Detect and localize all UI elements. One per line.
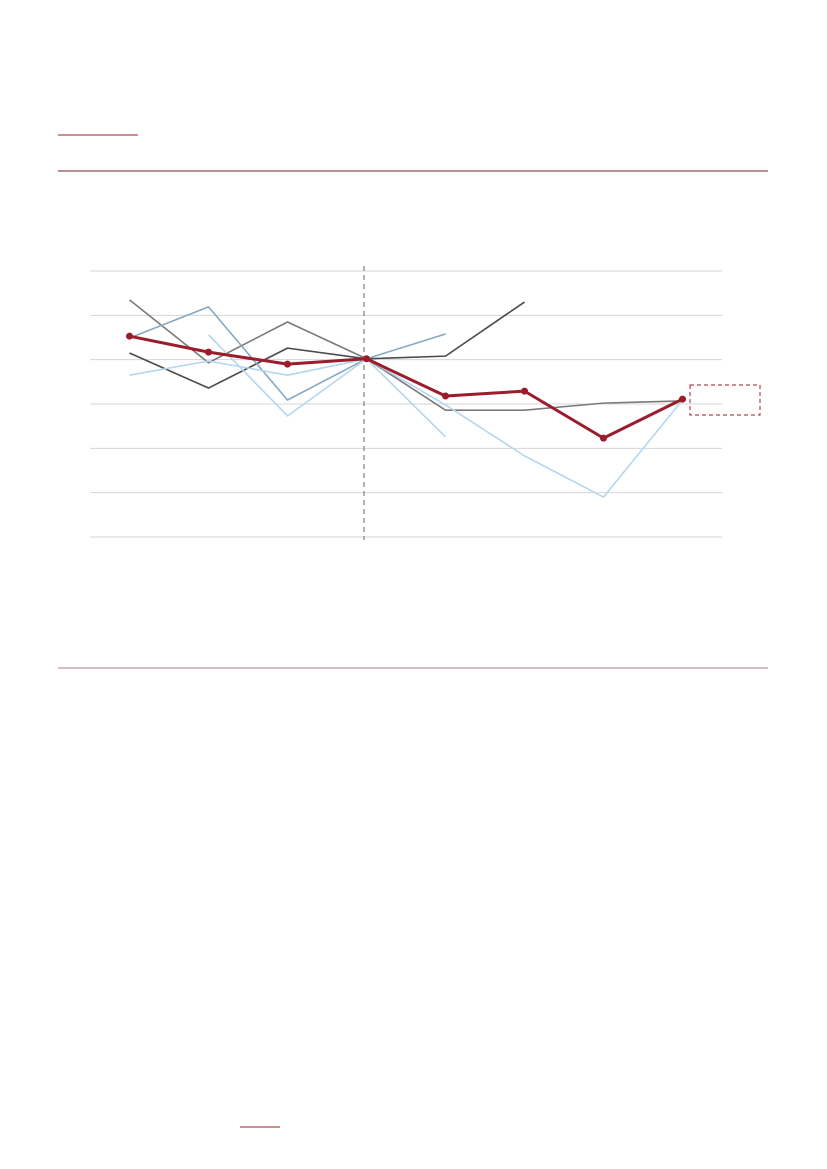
point-marker (600, 434, 607, 442)
callout-box (689, 384, 761, 416)
series-line (129, 299, 683, 412)
series-line (129, 334, 684, 440)
series-line (129, 357, 684, 498)
chart (90, 266, 761, 540)
point-marker (521, 387, 528, 395)
point-marker (363, 355, 370, 363)
series-line (129, 306, 446, 401)
point-marker (126, 332, 133, 340)
point-marker (679, 395, 686, 403)
series-line (129, 301, 525, 389)
point-marker (205, 348, 212, 356)
point-marker (284, 360, 291, 368)
point-marker (442, 392, 449, 400)
series-line (207, 334, 447, 438)
